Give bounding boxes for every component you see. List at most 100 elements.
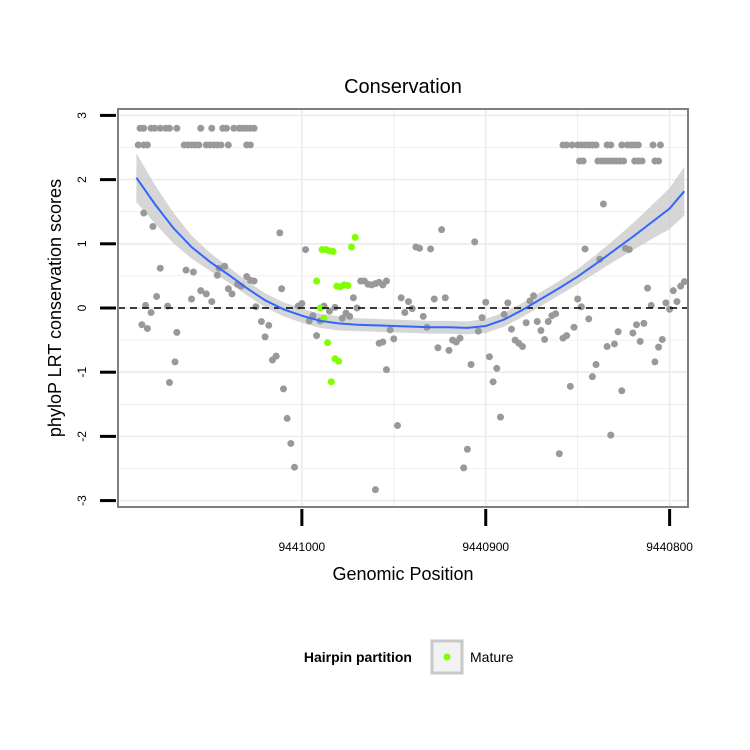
point-background: [427, 245, 435, 253]
point-background: [585, 315, 593, 323]
point-background: [566, 382, 574, 390]
point-background: [467, 360, 475, 368]
x-tick-label: 9440900: [462, 540, 509, 554]
point-background: [456, 334, 464, 342]
point-background: [382, 366, 390, 374]
point-background: [592, 360, 600, 368]
chart-title: Conservation: [344, 76, 462, 98]
point-background: [173, 124, 181, 132]
y-tick-label: 2: [75, 176, 89, 183]
point-background: [629, 329, 637, 337]
point-background: [460, 464, 468, 472]
point-background: [222, 124, 230, 132]
point-background: [213, 271, 221, 279]
y-axis: -3 -2 -1 0 1 2 3: [75, 112, 116, 506]
legend-label-mature: Mature: [470, 649, 514, 665]
point-background: [474, 327, 482, 335]
point-background: [445, 346, 453, 354]
point-background: [217, 141, 225, 149]
panel-border: [117, 108, 689, 508]
point-background: [208, 298, 216, 306]
y-tick-label: 0: [75, 304, 89, 311]
point-background: [379, 338, 387, 346]
point-background: [634, 141, 642, 149]
point-background: [278, 285, 286, 293]
loess-smooth-line: [135, 177, 686, 329]
point-mature: [327, 378, 335, 386]
point-background: [153, 292, 161, 300]
point-background: [224, 141, 232, 149]
point-mature: [344, 282, 352, 290]
point-mature: [351, 233, 359, 241]
point-background: [618, 387, 626, 395]
point-background: [257, 317, 265, 325]
point-background: [563, 141, 571, 149]
point-background: [171, 358, 179, 366]
point-background: [252, 303, 260, 311]
point-background: [346, 312, 354, 320]
point-background: [283, 414, 291, 422]
point-background: [188, 295, 196, 303]
point-background: [397, 294, 405, 302]
point-background: [588, 373, 596, 381]
point-background: [471, 238, 479, 246]
point-background: [279, 385, 287, 393]
plot-panel: [117, 108, 689, 508]
point-background: [230, 124, 238, 132]
x-axis: 9441000 9440900 9440800: [279, 509, 693, 554]
point-mature: [324, 339, 332, 347]
point-background: [519, 343, 527, 351]
point-background: [298, 300, 306, 308]
point-background: [656, 141, 664, 149]
point-background: [568, 141, 576, 149]
point-background: [478, 314, 486, 322]
point-background: [287, 439, 295, 447]
point-background: [526, 297, 534, 305]
point-background: [607, 141, 615, 149]
point-background: [507, 325, 515, 333]
point-background: [261, 333, 269, 341]
point-background: [662, 299, 670, 307]
point-background: [221, 262, 229, 270]
point-background: [592, 141, 600, 149]
point-background: [371, 486, 379, 494]
point-background: [434, 344, 442, 352]
scatter-points: [134, 124, 688, 494]
point-background: [276, 229, 284, 237]
y-tick-label: -3: [75, 495, 89, 506]
point-background: [610, 340, 618, 348]
y-tick-label: 3: [75, 112, 89, 119]
point-background: [644, 284, 652, 292]
point-background: [430, 295, 438, 303]
point-background: [649, 141, 657, 149]
point-background: [156, 124, 164, 132]
point-background: [353, 304, 361, 312]
point-background: [633, 321, 641, 329]
point-background: [224, 285, 232, 293]
point-background: [496, 413, 504, 421]
point-background: [555, 450, 563, 458]
point-background: [438, 226, 446, 234]
point-background: [625, 246, 633, 254]
point-background: [140, 124, 148, 132]
point-background: [599, 200, 607, 208]
point-background: [636, 337, 644, 345]
point-background: [574, 295, 582, 303]
point-background: [386, 326, 394, 334]
legend-title: Hairpin partition: [304, 649, 412, 665]
point-background: [349, 294, 357, 302]
point-background: [197, 287, 205, 295]
point-background: [680, 278, 688, 286]
point-background: [441, 294, 449, 302]
point-background: [607, 431, 615, 439]
point-background: [666, 305, 674, 313]
legend-key-mature: [443, 653, 451, 661]
point-background: [265, 321, 273, 329]
x-tick-label: 9440800: [646, 540, 693, 554]
point-background: [313, 332, 321, 340]
point-background: [182, 266, 190, 274]
point-background: [390, 335, 398, 343]
point-background: [228, 290, 236, 298]
point-background: [577, 303, 585, 311]
